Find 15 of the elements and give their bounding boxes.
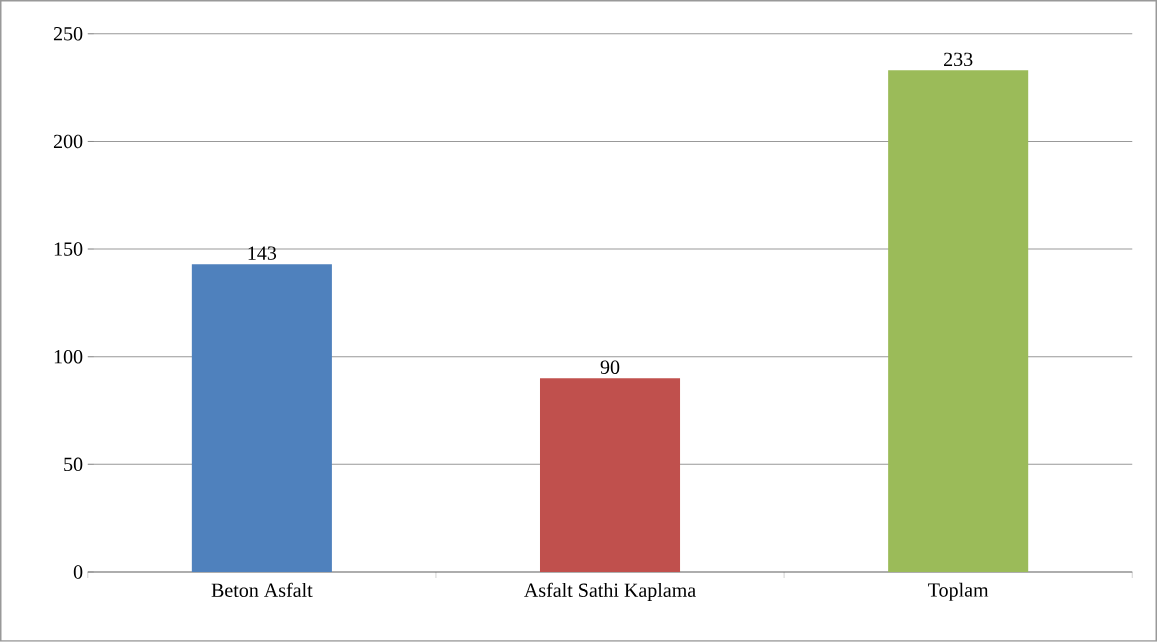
bar	[191, 264, 332, 573]
data-label: 143	[248, 246, 277, 260]
y-tick-label: 0	[73, 565, 83, 579]
y-tick-label: 100	[54, 350, 83, 364]
data-label: 90	[600, 360, 620, 375]
y-tick-label: 50	[64, 457, 83, 472]
bar	[888, 70, 1029, 573]
y-tick-label: 250	[53, 27, 83, 41]
y-tick-label: 150	[54, 242, 83, 256]
y-tick-label: 200	[53, 134, 83, 149]
bar	[539, 378, 681, 573]
x-tick-label: Beton Asfalt	[211, 582, 313, 598]
x-tick-label: Toplam	[928, 582, 989, 601]
x-tick-label: Asfalt Sathi Kaplama	[524, 582, 696, 602]
data-label: 233	[944, 52, 973, 67]
